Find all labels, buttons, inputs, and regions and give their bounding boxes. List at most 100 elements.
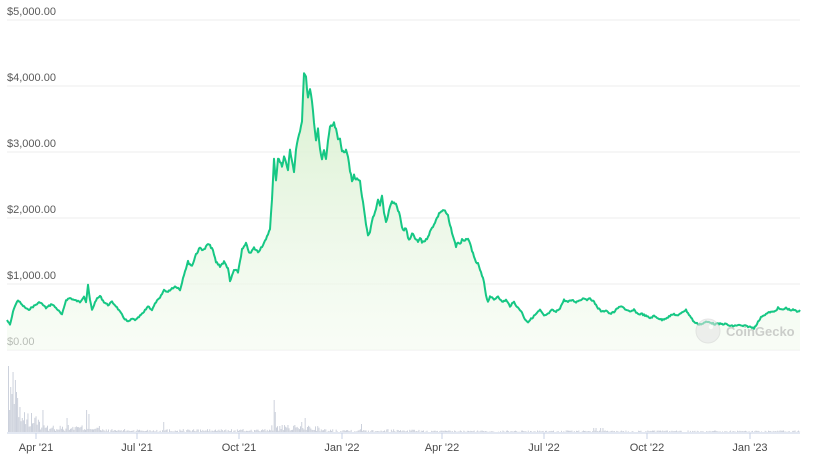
volume-bar [171,431,172,432]
volume-bar [768,431,769,432]
volume-bar [270,430,271,432]
volume-bar [482,431,483,432]
volume-bar [661,431,662,432]
y-tick-label: $3,000.00 [7,138,56,150]
volume-bar [222,430,223,432]
volume-bar [191,432,192,433]
volume-bar [639,431,640,432]
volume-bar [588,431,589,432]
volume-bar [550,431,551,432]
volume-bar [793,431,794,432]
volume-bar [373,430,374,432]
volume-bar [46,428,47,433]
volume-bar [745,431,746,432]
volume-bar [248,431,249,432]
volume-bar [55,431,56,432]
volume-bar [539,431,540,432]
volume-bar [289,428,290,432]
volume-bar [758,431,759,432]
volume-bar [18,417,19,432]
volume-bar [320,431,321,432]
volume-bar [566,430,567,432]
volume-bar [40,430,41,433]
volume-bar [680,431,681,432]
volume-bar [465,432,466,433]
volume-bar [422,431,423,432]
volume-bar [378,431,379,432]
volume-bar [306,430,307,432]
y-tick-label: $1,000.00 [7,270,56,282]
volume-bar [307,427,308,432]
volume-bar [590,431,591,432]
volume-bar [606,431,607,432]
volume-bar [471,431,472,432]
volume-bar [677,431,678,432]
volume-bar [417,431,418,432]
volume-bar [210,431,211,432]
volume-bar [484,432,485,433]
volume-bar [34,418,35,432]
volume-bar [258,430,259,432]
volume-bar [275,412,276,432]
volume-bar [436,431,437,432]
volume-bar [455,431,456,432]
volume-bar [774,431,775,432]
volume-bar [649,431,650,432]
volume-bar [319,428,320,432]
volume-bar [616,431,617,432]
volume-bar [36,416,37,432]
volume-bar [461,431,462,432]
volume-bar [647,431,648,433]
volume-bar [212,431,213,433]
volume-bar [623,431,624,432]
volume-bar [354,431,355,432]
volume-bar [269,430,270,432]
volume-bar [122,431,123,432]
volume-bar [638,431,639,432]
volume-bar [407,431,408,433]
volume-bar [542,431,543,432]
volume-bar [490,432,491,433]
volume-bar [727,432,728,433]
volume-bar [198,430,199,433]
volume-bar [17,398,18,432]
volume-bar [500,431,501,432]
volume-bar [145,431,146,432]
volume-bar [124,429,125,432]
volume-bar [715,431,716,432]
volume-bar [176,431,177,432]
volume-bar [77,427,78,432]
volume-bar [61,429,62,432]
volume-bar [56,429,57,432]
volume-bar [118,430,119,432]
volume-bar [144,431,145,432]
volume-bar [511,431,512,432]
volume-bar [16,392,17,432]
volume-bar [121,430,122,432]
volume-bar [160,431,161,432]
volume-bar [460,431,461,433]
volume-bar [404,431,405,433]
volume-bar [345,431,346,432]
volume-bar [322,430,323,432]
x-tick-label: Oct '22 [630,442,665,454]
volume-bar [128,430,129,432]
volume-bar [312,430,313,432]
volume-bar [39,422,40,432]
volume-bar [741,431,742,432]
volume-bar [243,429,244,432]
volume-bars [8,366,800,432]
volume-bar [57,430,58,432]
volume-bar [568,431,569,432]
volume-bar [724,431,725,432]
volume-bar [302,428,303,432]
volume-bar [534,431,535,432]
volume-bar [323,430,324,432]
volume-bar [618,431,619,432]
volume-bar [435,431,436,432]
volume-bar [597,431,598,432]
volume-bar [363,430,364,432]
volume-bar [795,431,796,433]
volume-bar [658,431,659,432]
